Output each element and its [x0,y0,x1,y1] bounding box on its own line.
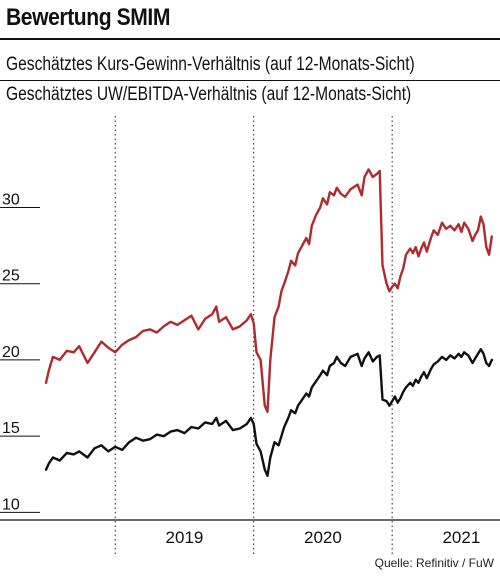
source-note: Quelle: Refinitiv / FuW [374,556,494,570]
chart-title: Bewertung SMIM [6,4,170,31]
x-tick-label: 2019 [166,528,204,547]
y-tick-label: 30 [2,191,20,208]
x-tick-label: 2020 [304,528,342,547]
legend-item-pe: Geschätztes Kurs-Gewinn-Verhältnis (auf … [0,50,500,80]
y-tick-label: 20 [2,344,20,361]
legend-label-ev-ebitda: Geschätztes UW/EBITDA-Verhältnis (auf 12… [6,84,412,105]
x-tick-label: 2021 [442,528,480,547]
series-line-pe [44,168,493,413]
y-tick-label: 10 [2,496,20,513]
legend-label-pe: Geschätztes Kurs-Gewinn-Verhältnis (auf … [6,54,415,75]
legend: Geschätztes Kurs-Gewinn-Verhältnis (auf … [0,50,500,110]
title-rule [0,38,500,40]
y-tick-label: 25 [2,268,20,285]
legend-divider [0,80,500,81]
series-line-ev-ebitda [44,348,493,477]
legend-item-ev-ebitda: Geschätztes UW/EBITDA-Verhältnis (auf 12… [0,80,500,110]
y-tick-label: 15 [2,420,20,437]
